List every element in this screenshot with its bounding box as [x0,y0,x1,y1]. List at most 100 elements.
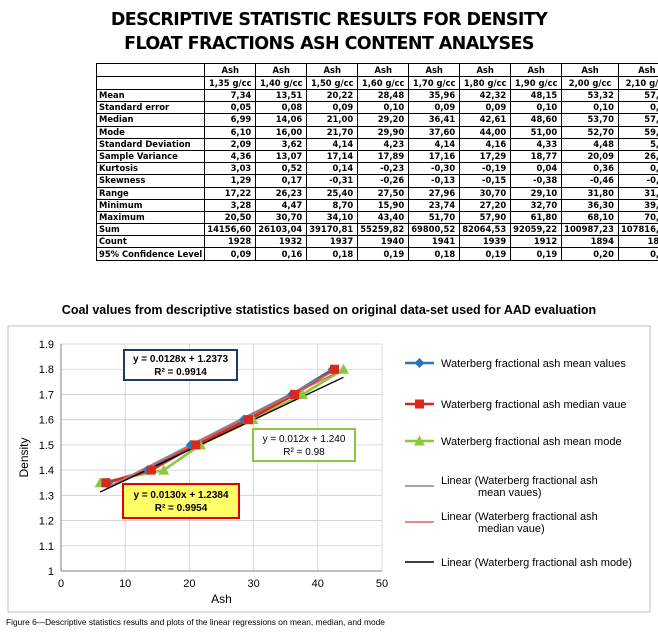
row-label: Minimum [95,198,206,212]
table-cell: 52,70 [561,125,619,139]
table-cell: 0,09 [459,101,512,115]
square-data-point [330,364,340,374]
table-cell: 1889 [617,235,658,249]
table-cell: 100987,23 [561,223,619,237]
table-cell: 31,61 [617,186,658,200]
table-cell: 69800,52 [408,223,461,237]
row-label: Median [95,113,206,127]
triangle-data-point [296,388,308,399]
table-cell: 29,90 [357,125,410,139]
table-cell: 17,29 [459,149,512,164]
table-cell: 6,99 [204,113,257,127]
table-cell: 4,36 [204,149,257,164]
legend-label: mean vaues) [478,487,542,499]
regression-equation: y = 0.0130x + 1.2384 [133,490,229,501]
table-heading-line-1: DESCRIPTIVE STATISTIC RESULTS FOR DENSIT… [110,10,548,30]
table-cell: 2,09 [204,137,257,151]
table-cell: 1912 [510,235,563,249]
table-cell: 43,40 [357,210,410,225]
column-header-density: 2,00 g/cc [561,76,619,90]
table-cell: 30,70 [255,210,308,225]
column-header-label: Ash [255,63,308,77]
table-corner-cell [95,63,206,77]
chart-title: Coal values from descriptive statistics … [61,303,597,317]
table-row: Skewness 1,29 0,17 -0,31 -0,26 -0,13 -0,15 -0,3… [95,174,658,188]
table-cell: 21,70 [306,125,359,139]
table-cell: 4,33 [510,137,563,151]
table-cell: 42,32 [459,88,512,103]
table-row: Median 6,99 14,06 21,00 29,20 36,41 42,61 48,60… [95,113,658,127]
square-data-point [191,440,201,450]
column-header-label: Ash [459,63,512,77]
table-cell: 20,09 [561,149,619,164]
table-cell: 0,09 [408,101,461,115]
table-cell: 35,96 [408,88,461,103]
table-row: Range 17,22 26,23 25,40 27,50 27,96 30,70 29,10… [95,186,658,200]
column-header-density: 1,35 g/cc [204,76,257,90]
table-cell: 48,60 [510,113,563,127]
table-cell: 1941 [408,235,461,249]
table-cell: 0,09 [204,247,257,261]
table-cell: 17,14 [306,149,359,164]
y-tick-label: 1.5 [39,440,54,452]
table-cell: -0,31 [306,174,359,188]
table-cell: 0,10 [357,101,410,115]
row-label: Mean [95,88,206,103]
table-cell: 42,61 [459,113,512,127]
legend-label: Linear (Waterberg fractional ash [441,511,598,523]
table-cell: 0,23 [617,247,658,261]
y-axis-title: Density [17,437,31,477]
y-tick-label: 1.4 [39,465,54,477]
table-cell: 14156,60 [204,223,257,237]
table-cell: 0,05 [204,101,257,115]
table-cell: 4,47 [255,198,308,212]
x-tick-label: 50 [376,578,388,590]
y-tick-label: 1.2 [39,516,54,528]
chart-frame [7,325,651,613]
column-header-label: Ash [617,63,658,77]
table-cell: 34,10 [306,210,359,225]
row-label: Mode [95,125,206,139]
row-label: Range [95,186,206,200]
table-cell: 53,32 [561,88,619,103]
table-cell: 4,23 [357,137,410,151]
table-cell: 0,04 [510,162,563,176]
series-line-diamond [107,368,334,484]
legend-label: Waterberg fractional ash median vaue [441,399,626,411]
legend-marker [415,399,424,409]
table-cell: 1937 [306,235,359,249]
table-cell: 27,50 [357,186,410,200]
table-cell: 26103,04 [255,223,308,237]
table-cell: 32,70 [510,198,563,212]
table-cell: 4,14 [306,137,359,151]
table-row: Sample Variance 4,36 13,07 17,14 17,89 17,16 1… [95,149,658,164]
table-cell: 55259,82 [357,223,410,237]
table-cell: 0,18 [408,247,461,261]
table-cell: 92059,22 [510,223,563,237]
column-header-density: 1,70 g/cc [408,76,461,90]
table-cell: 29,20 [357,113,410,127]
table-row: Standard error 0,05 0,08 0,09 0,10 0,09 0,09 0,… [95,101,658,115]
table-cell: 0,20 [561,247,619,261]
legend-label: Waterberg fractional ash mean values [441,358,626,370]
regression-equation: y = 0.012x + 1.240 [263,434,346,445]
table-cell: 15,90 [357,198,410,212]
table-row: Standard Deviation 2,09 3,62 4,14 4,23 4,14 4,… [95,137,658,151]
column-header-label: Ash [357,63,410,77]
table-cell: 1894 [561,235,619,249]
table-cell: 3,62 [255,137,308,151]
table-cell: 1928 [204,235,257,249]
y-tick-label: 1.6 [39,415,54,427]
table-cell: -0,15 [459,174,512,188]
column-header-density: 1,80 g/cc [459,76,512,90]
table-row: Mean 7,34 13,51 20,22 28,48 35,96 42,32 48,15 53… [95,88,658,103]
x-tick-label: 0 [58,578,64,590]
table-cell: 6,10 [204,125,257,139]
table-cell: 0,08 [255,101,308,115]
row-label: Maximum [95,210,206,225]
r-squared-value: R² = 0.98 [283,447,325,458]
table-cell: 44,00 [459,125,512,139]
table-cell: 57,90 [459,210,512,225]
row-label: 95% Confidence Level [95,247,206,261]
table-cell: 39,09 [617,198,658,212]
